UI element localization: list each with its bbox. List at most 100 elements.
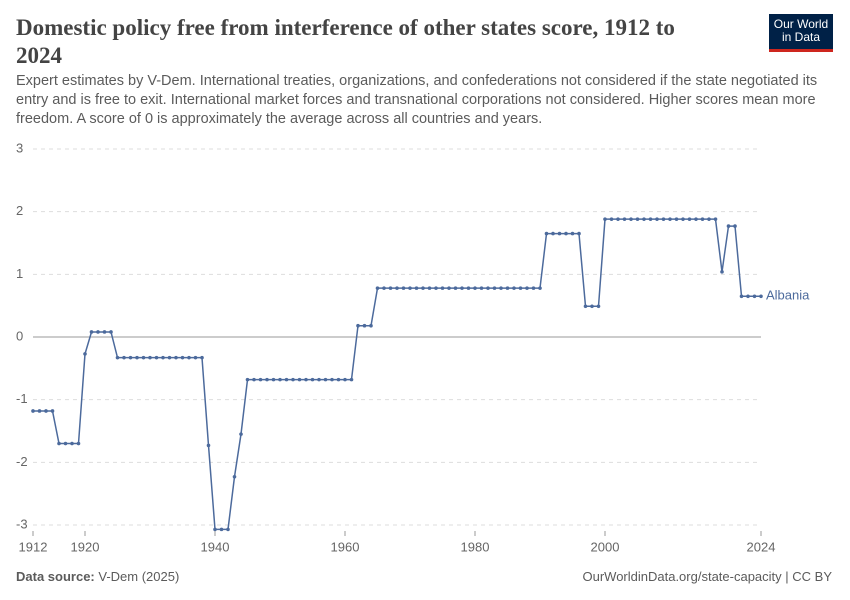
point xyxy=(252,377,256,382)
point xyxy=(109,330,113,334)
point xyxy=(434,286,438,290)
point xyxy=(674,217,679,221)
point xyxy=(401,286,406,290)
point xyxy=(733,224,737,228)
point xyxy=(317,377,321,382)
url[interactable]: OurWorldinData.org/state-capacity | CC B… xyxy=(582,569,832,584)
source: Data source: V-Dem (2025) xyxy=(16,569,179,584)
point xyxy=(50,409,55,413)
point xyxy=(577,231,581,236)
point xyxy=(616,217,620,221)
point xyxy=(265,377,269,382)
source-label: Data source: xyxy=(16,569,95,584)
point xyxy=(447,286,451,290)
point xyxy=(564,231,568,236)
y-tick-label: -1 xyxy=(16,391,28,406)
point xyxy=(96,330,100,334)
point xyxy=(226,527,230,532)
point xyxy=(512,286,516,290)
point xyxy=(63,441,68,446)
point xyxy=(206,443,211,448)
point xyxy=(739,294,744,299)
y-tick-label: -2 xyxy=(16,454,28,469)
point xyxy=(479,286,484,290)
point xyxy=(297,377,302,382)
x-tick-label: 2000 xyxy=(591,539,620,554)
point xyxy=(460,286,464,290)
series-label: Albania xyxy=(766,288,810,303)
point xyxy=(44,409,48,413)
point xyxy=(102,330,107,334)
point xyxy=(284,377,289,382)
point xyxy=(414,286,419,290)
point xyxy=(661,217,666,221)
point xyxy=(258,377,263,382)
point xyxy=(362,323,367,328)
y-tick-label: 0 xyxy=(16,328,23,343)
point xyxy=(453,286,458,290)
point xyxy=(375,286,380,290)
point xyxy=(427,286,432,290)
point xyxy=(382,286,386,290)
point xyxy=(388,286,393,290)
x-tick-label: 1980 xyxy=(461,539,490,554)
point xyxy=(200,355,204,360)
point xyxy=(518,286,523,290)
point xyxy=(440,286,445,290)
point xyxy=(635,217,640,221)
point xyxy=(167,355,172,360)
point xyxy=(609,217,614,221)
point xyxy=(421,286,425,290)
point xyxy=(590,304,594,309)
point xyxy=(310,377,315,382)
point xyxy=(655,217,659,221)
point xyxy=(668,217,672,221)
point xyxy=(31,409,35,413)
point xyxy=(180,355,185,360)
point xyxy=(720,270,724,274)
point xyxy=(330,377,334,382)
point xyxy=(570,231,575,236)
point xyxy=(304,377,308,382)
point xyxy=(583,304,588,309)
x-tick-label: 1912 xyxy=(19,539,48,554)
point xyxy=(232,474,237,479)
point xyxy=(466,286,471,290)
point xyxy=(525,286,529,290)
x-tick-label: 2024 xyxy=(747,539,776,554)
point xyxy=(473,286,477,290)
line xyxy=(33,218,761,531)
point xyxy=(278,377,282,382)
point xyxy=(219,527,224,532)
point xyxy=(148,355,152,360)
point xyxy=(336,377,341,382)
point xyxy=(291,377,295,382)
point xyxy=(551,231,555,236)
point xyxy=(89,330,94,334)
point xyxy=(349,377,354,382)
point xyxy=(239,432,243,436)
point xyxy=(395,286,399,290)
point xyxy=(128,355,133,360)
point xyxy=(746,294,750,299)
point xyxy=(486,286,490,290)
point xyxy=(648,217,653,221)
point xyxy=(642,217,646,221)
point xyxy=(681,217,685,221)
point xyxy=(505,286,510,290)
point xyxy=(531,286,536,290)
point xyxy=(629,217,633,221)
point xyxy=(187,355,191,360)
logo[interactable]: Our World in Data xyxy=(769,14,833,52)
x-tick-label: 1940 xyxy=(201,539,230,554)
point xyxy=(369,323,373,328)
y-tick-label: 3 xyxy=(16,140,23,155)
point xyxy=(323,377,328,382)
point xyxy=(713,217,718,221)
source-text: V-Dem (2025) xyxy=(98,569,180,584)
point xyxy=(135,355,139,360)
point xyxy=(622,217,627,221)
point xyxy=(161,355,165,360)
point xyxy=(122,355,126,360)
